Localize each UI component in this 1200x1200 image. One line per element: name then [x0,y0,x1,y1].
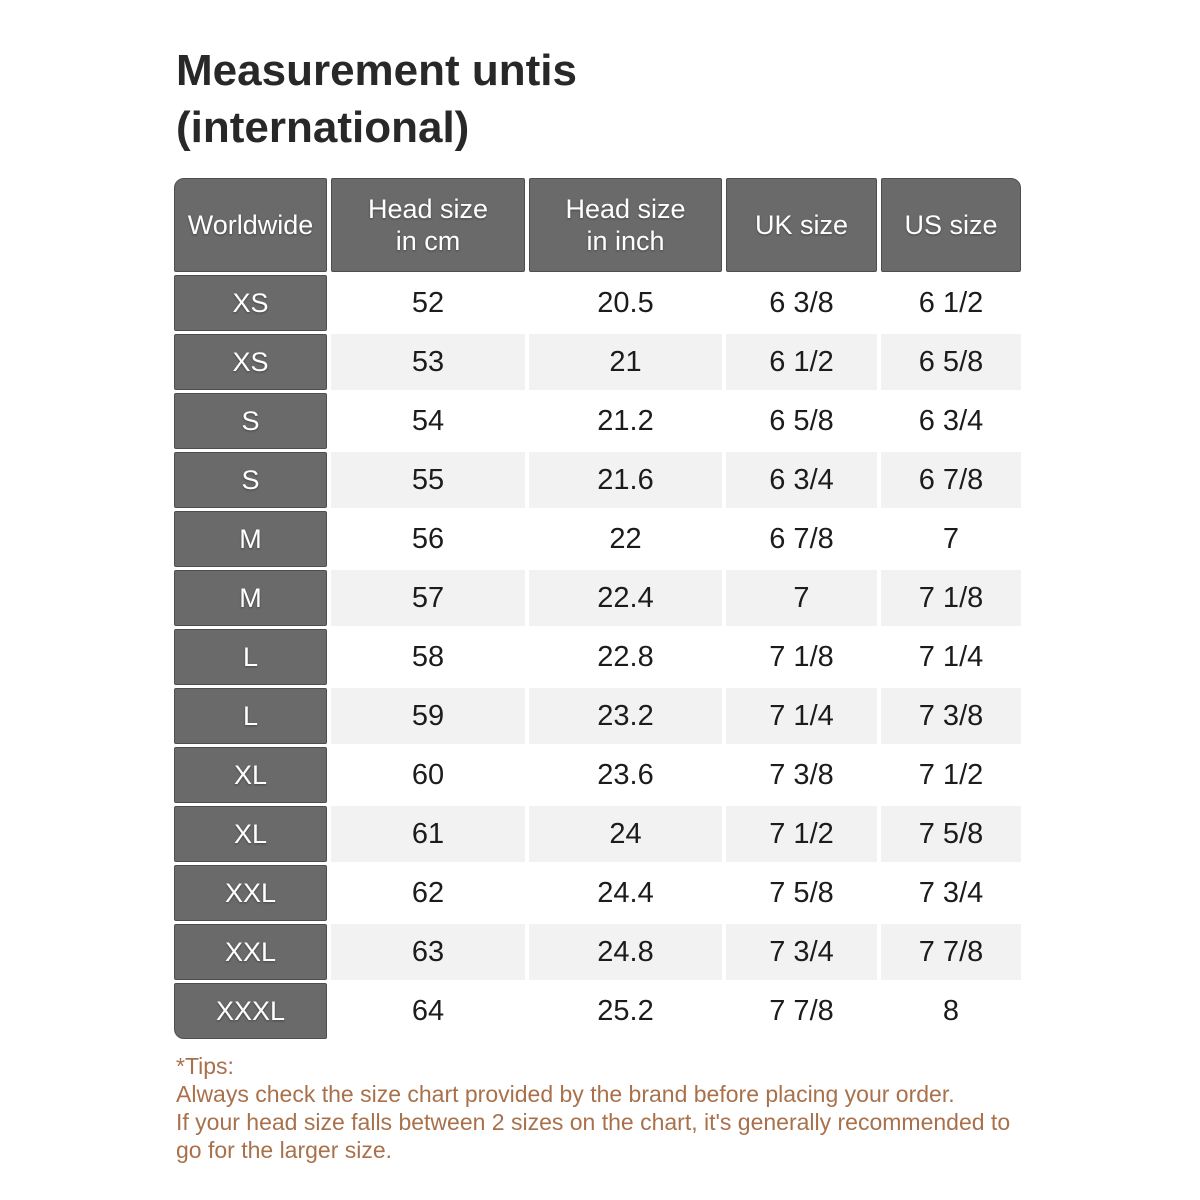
head-size-inch-cell: 20.5 [529,275,722,331]
head-size-inch-cell: 22.4 [529,570,722,626]
uk-size-cell: 6 5/8 [726,393,877,449]
head-size-cm-cell: 53 [331,334,525,390]
us-size-cell: 6 1/2 [881,275,1021,331]
worldwide-size-cell: XL [174,747,327,803]
head-size-inch-cell: 21 [529,334,722,390]
tips-line-3: go for the larger size. [176,1137,393,1163]
page-title-line2: (international) [176,103,470,152]
worldwide-size-cell: XXXL [174,983,327,1039]
head-size-inch-cell: 21.2 [529,393,722,449]
table-row: XXXL 64 25.2 7 7/8 8 [174,983,1021,1039]
table-row: L 58 22.8 7 1/8 7 1/4 [174,629,1021,685]
us-size-cell: 7 1/8 [881,570,1021,626]
table-row: L 59 23.2 7 1/4 7 3/8 [174,688,1021,744]
uk-size-cell: 6 1/2 [726,334,877,390]
us-size-cell: 8 [881,983,1021,1039]
column-header-head-size-inch: Head size in inch [529,178,722,272]
worldwide-size-cell: XXL [174,865,327,921]
size-chart-table: Worldwide Head size in cm Head size in i… [174,178,1021,1039]
uk-size-cell: 6 3/4 [726,452,877,508]
head-size-inch-cell: 23.6 [529,747,722,803]
worldwide-size-cell: XS [174,334,327,390]
head-size-cm-cell: 61 [331,806,525,862]
worldwide-size-cell: M [174,511,327,567]
column-header-head-size-cm: Head size in cm [331,178,525,272]
head-size-cm-cell: 60 [331,747,525,803]
us-size-cell: 7 [881,511,1021,567]
page-title-line1: Measurement untis [176,46,577,95]
us-size-cell: 7 1/4 [881,629,1021,685]
head-size-inch-cell: 21.6 [529,452,722,508]
worldwide-size-cell: XL [174,806,327,862]
table-row: M 57 22.4 7 7 1/8 [174,570,1021,626]
uk-size-cell: 7 [726,570,877,626]
head-size-cm-cell: 56 [331,511,525,567]
table-row: XS 52 20.5 6 3/8 6 1/2 [174,275,1021,331]
table-row: S 55 21.6 6 3/4 6 7/8 [174,452,1021,508]
worldwide-size-cell: XS [174,275,327,331]
column-header-worldwide: Worldwide [174,178,327,272]
table-row: XXL 62 24.4 7 5/8 7 3/4 [174,865,1021,921]
table-row: M 56 22 6 7/8 7 [174,511,1021,567]
table-row: XS 53 21 6 1/2 6 5/8 [174,334,1021,390]
us-size-cell: 6 3/4 [881,393,1021,449]
tips-line-2: If your head size falls between 2 sizes … [176,1109,1011,1135]
head-size-cm-cell: 54 [331,393,525,449]
uk-size-cell: 7 1/8 [726,629,877,685]
head-size-cm-cell: 62 [331,865,525,921]
head-size-inch-cell: 24 [529,806,722,862]
us-size-cell: 6 7/8 [881,452,1021,508]
uk-size-cell: 7 3/4 [726,924,877,980]
worldwide-size-cell: XXL [174,924,327,980]
head-size-inch-cell: 22.8 [529,629,722,685]
table-body: XS 52 20.5 6 3/8 6 1/2 XS 53 21 6 1/2 6 … [174,275,1021,1039]
head-size-inch-cell: 23.2 [529,688,722,744]
tips-heading: *Tips: [176,1053,234,1079]
us-size-cell: 7 7/8 [881,924,1021,980]
worldwide-size-cell: S [174,393,327,449]
uk-size-cell: 6 3/8 [726,275,877,331]
table-header-row: Worldwide Head size in cm Head size in i… [174,178,1021,272]
us-size-cell: 7 3/8 [881,688,1021,744]
head-size-cm-cell: 55 [331,452,525,508]
head-size-cm-cell: 63 [331,924,525,980]
worldwide-size-cell: L [174,688,327,744]
head-size-cm-cell: 58 [331,629,525,685]
us-size-cell: 7 5/8 [881,806,1021,862]
us-size-cell: 7 3/4 [881,865,1021,921]
uk-size-cell: 7 1/2 [726,806,877,862]
uk-size-cell: 7 1/4 [726,688,877,744]
uk-size-cell: 7 7/8 [726,983,877,1039]
table-row: S 54 21.2 6 5/8 6 3/4 [174,393,1021,449]
table-row: XL 60 23.6 7 3/8 7 1/2 [174,747,1021,803]
head-size-cm-cell: 64 [331,983,525,1039]
tips-note: *Tips: Always check the size chart provi… [176,1052,1010,1164]
uk-size-cell: 7 3/8 [726,747,877,803]
uk-size-cell: 7 5/8 [726,865,877,921]
us-size-cell: 6 5/8 [881,334,1021,390]
head-size-inch-cell: 24.8 [529,924,722,980]
column-header-uk-size: UK size [726,178,877,272]
page-title: Measurement untis (international) [176,42,577,156]
head-size-inch-cell: 24.4 [529,865,722,921]
uk-size-cell: 6 7/8 [726,511,877,567]
worldwide-size-cell: S [174,452,327,508]
head-size-cm-cell: 57 [331,570,525,626]
head-size-inch-cell: 22 [529,511,722,567]
table-row: XL 61 24 7 1/2 7 5/8 [174,806,1021,862]
worldwide-size-cell: M [174,570,327,626]
tips-line-1: Always check the size chart provided by … [176,1081,955,1107]
table-row: XXL 63 24.8 7 3/4 7 7/8 [174,924,1021,980]
head-size-cm-cell: 52 [331,275,525,331]
us-size-cell: 7 1/2 [881,747,1021,803]
head-size-inch-cell: 25.2 [529,983,722,1039]
column-header-us-size: US size [881,178,1021,272]
head-size-cm-cell: 59 [331,688,525,744]
worldwide-size-cell: L [174,629,327,685]
